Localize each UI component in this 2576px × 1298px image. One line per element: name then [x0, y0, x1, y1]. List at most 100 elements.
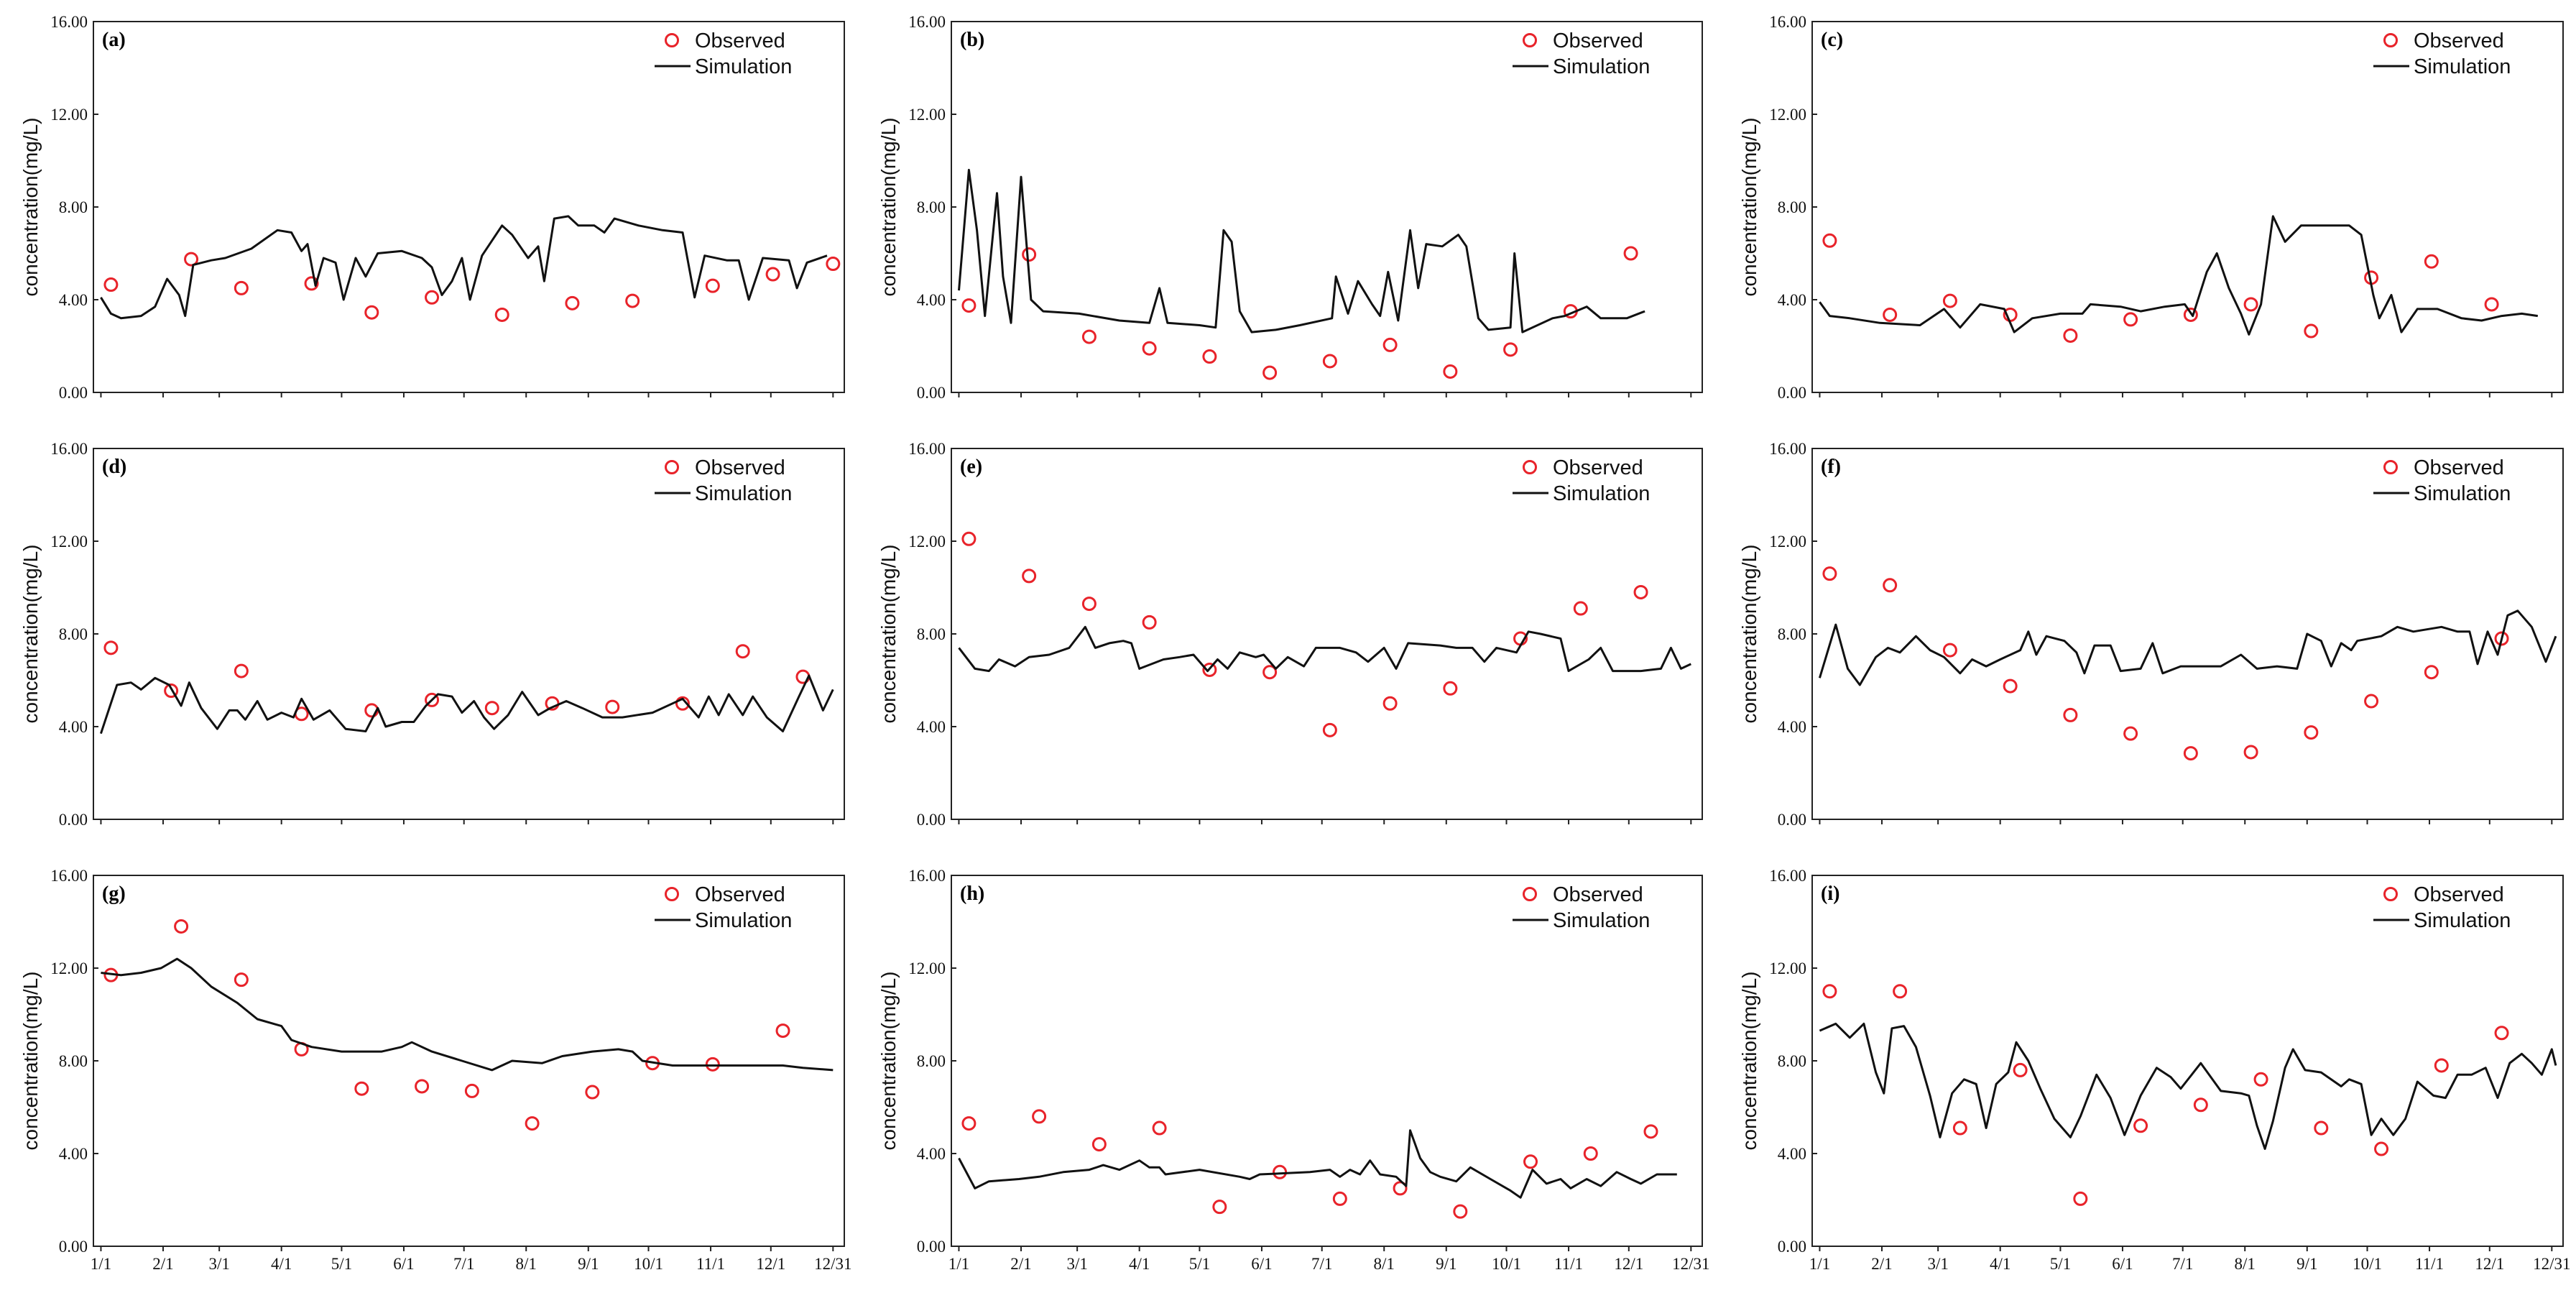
y-tick-label: 4.00 — [59, 1145, 88, 1163]
legend-simulation-label: Simulation — [1553, 55, 1650, 78]
observed-point — [484, 701, 499, 716]
x-tick-label: 8/1 — [1374, 1255, 1395, 1273]
panel-label: (b) — [960, 29, 984, 51]
observed-point — [1081, 329, 1097, 344]
observed-point — [1262, 365, 1278, 380]
simulation-line — [1819, 215, 2539, 336]
x-tick-label: 7/1 — [1311, 1255, 1332, 1273]
observed-point — [2364, 694, 2379, 709]
legend-observed-label: Observed — [2414, 883, 2504, 906]
y-tick-label: 0.00 — [917, 384, 946, 402]
y-tick-label: 12.00 — [1769, 533, 1806, 551]
observed-point — [234, 972, 249, 988]
observed-point — [2073, 1191, 2088, 1206]
y-tick-label: 0.00 — [1778, 811, 1806, 829]
observed-point — [1091, 1137, 1107, 1152]
observed-point — [565, 295, 580, 310]
plot-frame — [93, 448, 845, 820]
x-tick-label: 4/1 — [271, 1255, 292, 1273]
panel-h: concentration(mg/L) 0.00 4.00 8.00 12.00 16.0… — [877, 867, 1710, 1273]
legend-simulation-label: Simulation — [695, 55, 792, 78]
x-tick-label: 3/1 — [208, 1255, 229, 1273]
x-tick-label: 3/1 — [1066, 1255, 1087, 1273]
x-tick-label: 7/1 — [453, 1255, 474, 1273]
x-tick-label: 6/1 — [393, 1255, 414, 1273]
observed-point — [1022, 247, 1037, 262]
observed-point — [164, 683, 179, 699]
legend-observed-marker — [665, 460, 679, 474]
simulation-line — [1818, 609, 2557, 686]
observed-point — [425, 290, 440, 305]
legend-simulation-label: Simulation — [2414, 482, 2511, 505]
observed-point — [2484, 297, 2499, 312]
panel-label: (e) — [960, 456, 982, 478]
observed-point — [1212, 1200, 1227, 1215]
observed-point — [464, 1083, 479, 1098]
y-tick-label: 16.00 — [908, 440, 946, 458]
y-tick-label: 8.00 — [1778, 1052, 1806, 1070]
x-tick-label: 12/1 — [2475, 1255, 2504, 1273]
observed-point — [415, 1079, 430, 1094]
x-tick-label: 5/1 — [1189, 1255, 1210, 1273]
observed-point — [1822, 984, 1837, 999]
y-tick-label: 8.00 — [917, 1052, 946, 1070]
observed-point — [2003, 678, 2018, 694]
panel-label: (f) — [1821, 456, 1841, 478]
observed-point — [1142, 341, 1157, 356]
legend-observed-marker — [2383, 887, 2398, 901]
legend-observed-label: Observed — [1553, 883, 1643, 906]
y-tick-label: 16.00 — [50, 440, 88, 458]
observed-point — [961, 1116, 977, 1131]
observed-point — [184, 252, 199, 267]
y-axis-label: concentration(mg/L) — [19, 117, 42, 296]
x-tick-label: 12/31 — [2533, 1255, 2570, 1273]
observed-point — [1273, 1164, 1288, 1179]
x-tick-label: 12/1 — [756, 1255, 785, 1273]
x-tick-label: 8/1 — [516, 1255, 537, 1273]
x-tick-label: 2/1 — [1010, 1255, 1031, 1273]
simulation-line — [100, 215, 828, 320]
panel-d: concentration(mg/L) 0.00 4.00 8.00 12.00 16.0… — [19, 440, 845, 829]
observed-point — [2123, 726, 2138, 741]
legend-simulation-label: Simulation — [1553, 909, 1650, 932]
legend-observed-marker — [1523, 33, 1537, 47]
plot-frame — [951, 21, 1703, 393]
panel-label: (h) — [960, 883, 984, 905]
panel-label: (d) — [102, 456, 126, 478]
y-tick-label: 8.00 — [59, 198, 88, 216]
y-tick-label: 0.00 — [59, 1238, 88, 1256]
panel-a: concentration(mg/L) 0.00 4.00 8.00 12.00 16.0… — [19, 13, 845, 402]
legend-observed-marker — [2383, 33, 2398, 47]
y-tick-label: 4.00 — [59, 718, 88, 736]
observed-point — [2243, 297, 2258, 312]
observed-point — [1032, 1109, 1047, 1124]
y-tick-label: 8.00 — [59, 1052, 88, 1070]
y-tick-label: 12.00 — [50, 106, 88, 124]
panel-label: (g) — [102, 883, 126, 905]
legend-observed-label: Observed — [2414, 456, 2504, 479]
y-tick-label: 4.00 — [1778, 291, 1806, 309]
simulation-line — [1819, 1022, 2557, 1150]
panel-g: concentration(mg/L) 0.00 4.00 8.00 12.00 16.0… — [19, 867, 852, 1273]
observed-point — [826, 257, 841, 272]
y-tick-label: 12.00 — [50, 959, 88, 977]
legend-observed-label: Observed — [695, 29, 785, 52]
observed-point — [2193, 1097, 2208, 1113]
observed-point — [2424, 254, 2439, 269]
simulation-line — [958, 168, 1645, 333]
y-tick-label: 4.00 — [1778, 718, 1806, 736]
y-tick-label: 12.00 — [908, 533, 946, 551]
observed-point — [1952, 1120, 1967, 1136]
y-axis-label: concentration(mg/L) — [1738, 544, 1760, 723]
x-tick-label: 4/1 — [1990, 1255, 2011, 1273]
observed-point — [961, 298, 977, 313]
observed-point — [2304, 323, 2319, 339]
plot-frame — [1811, 875, 2564, 1247]
observed-point — [1623, 246, 1638, 261]
observed-point — [775, 1023, 790, 1039]
plot-frame — [951, 875, 1703, 1247]
observed-point — [1202, 662, 1217, 677]
y-tick-label: 12.00 — [908, 959, 946, 977]
y-tick-label: 16.00 — [50, 13, 88, 31]
